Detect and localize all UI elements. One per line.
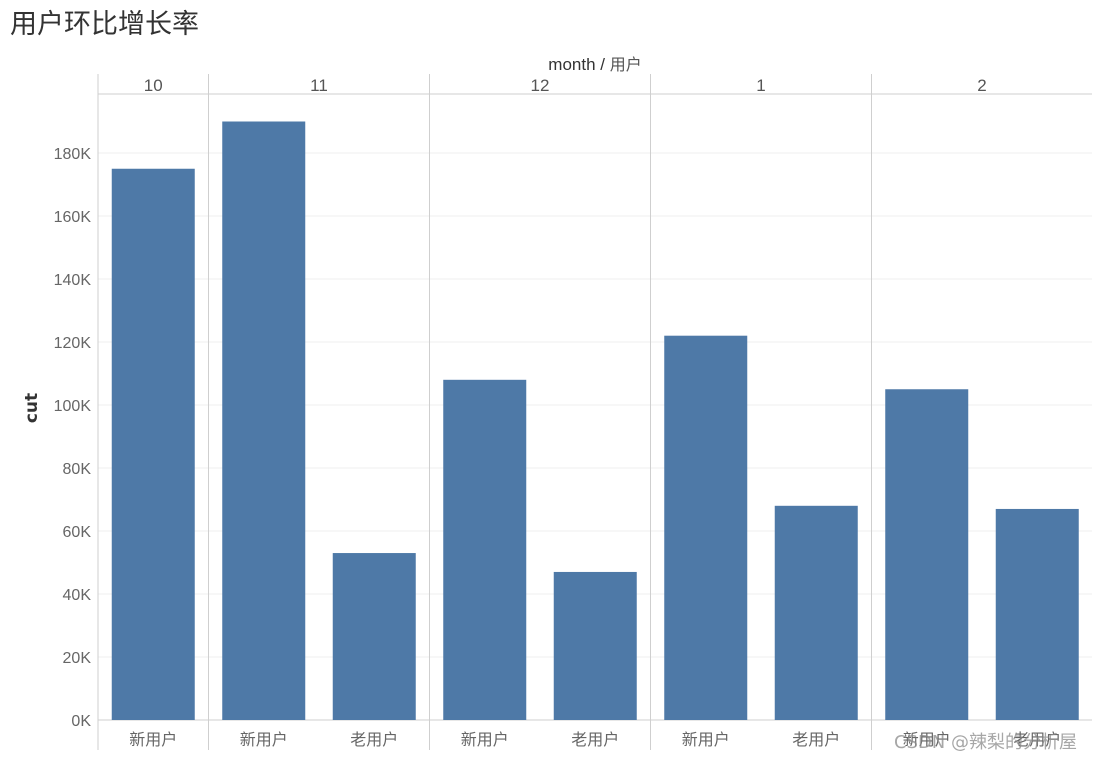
month-header-label: 2	[977, 76, 986, 95]
bar	[111, 168, 195, 720]
category-label: 老用户	[1013, 730, 1061, 749]
category-label: 老用户	[350, 730, 398, 749]
y-tick-label: 0K	[71, 713, 91, 730]
y-tick-label: 40K	[63, 587, 92, 604]
bar	[332, 553, 416, 720]
y-tick-label: 20K	[63, 650, 92, 667]
y-tick-label: 60K	[63, 524, 92, 541]
y-tick-label: 160K	[54, 209, 92, 226]
category-label: 新用户	[129, 730, 177, 749]
chart-title: 用户环比增长率	[10, 9, 199, 40]
column-header-field: month	[548, 55, 595, 74]
bar	[553, 571, 637, 720]
column-header: month / 用户	[548, 55, 641, 74]
bar	[885, 389, 969, 720]
bar	[222, 121, 306, 720]
category-label: 老用户	[792, 730, 840, 749]
month-header-label: 11	[310, 76, 328, 95]
bar	[995, 508, 1079, 720]
month-header-label: 1	[756, 76, 765, 95]
y-tick-label: 100K	[54, 398, 92, 415]
category-label: 新用户	[903, 730, 951, 749]
column-header-separator: /	[596, 55, 610, 74]
month-header-label: 12	[531, 76, 550, 95]
y-tick-label: 180K	[54, 146, 92, 163]
bars	[111, 121, 1079, 720]
month-header-label: 10	[144, 76, 163, 95]
bar	[443, 379, 527, 720]
category-label: 新用户	[461, 730, 509, 749]
category-label: 老用户	[571, 730, 619, 749]
category-label: 新用户	[682, 730, 730, 749]
y-tick-label: 120K	[54, 335, 92, 352]
column-header-subfield: 用户	[610, 56, 642, 74]
bar	[664, 335, 748, 720]
y-tick-label: 80K	[63, 461, 92, 478]
labels: 0K 20K 40K 60K 80K 100K 120K 140K 160K 180K 10 新用户 1…	[54, 76, 1062, 749]
y-axis-title: cut	[22, 393, 42, 423]
category-label: 新用户	[240, 730, 288, 749]
y-tick-label: 140K	[54, 272, 92, 289]
bar	[774, 505, 858, 720]
watermark-text: CSDN @辣梨的分析屋	[894, 732, 1077, 753]
